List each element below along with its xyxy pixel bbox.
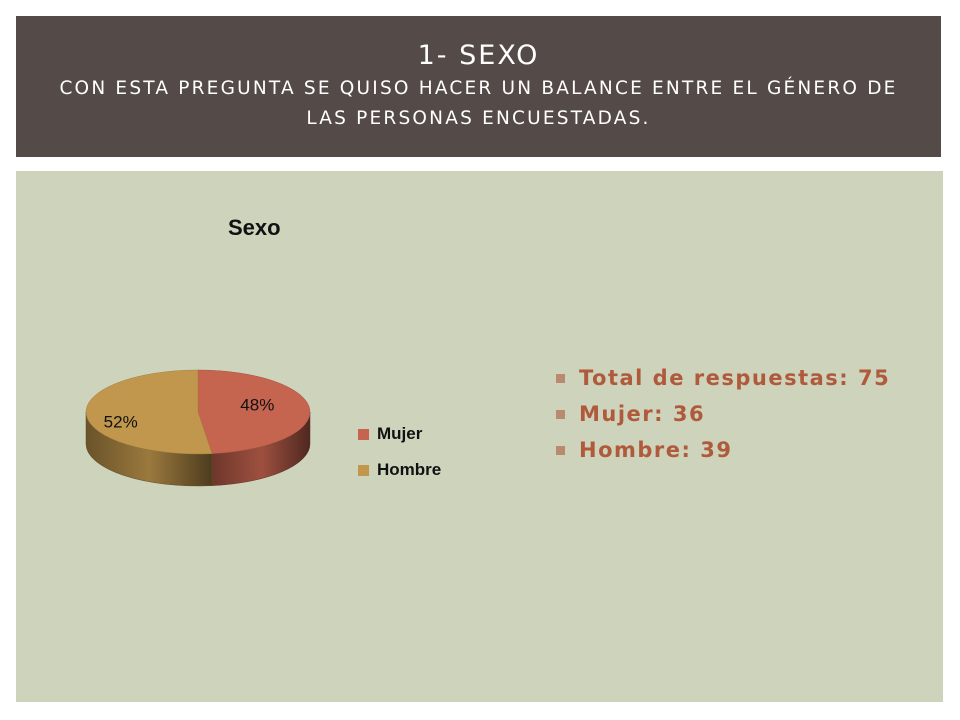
legend-label-hombre: Hombre: [377, 460, 442, 479]
bullet-mujer-text: Mujer: 36: [579, 402, 706, 426]
chart-title: Sexo: [228, 215, 281, 240]
pie-chart: 48% 52%: [85, 369, 311, 487]
summary-list: Total de respuestas: 75 Mujer: 36 Hombre…: [556, 360, 890, 468]
legend-label-mujer: Mujer: [377, 424, 423, 443]
pie-label-hombre: 52%: [104, 413, 138, 432]
bullet-mujer: Mujer: 36: [556, 396, 890, 432]
bullet-total-text: Total de respuestas: 75: [579, 366, 891, 390]
chart-legend: Mujer Hombre: [358, 416, 441, 488]
pie-label-mujer: 48%: [240, 395, 274, 414]
bullet-square-icon: [556, 373, 565, 383]
legend-swatch-mujer: [358, 428, 369, 440]
slide-subtitle: CON ESTA PREGUNTA SE QUISO HACER UN BALA…: [59, 77, 898, 129]
bullet-square-icon: [556, 409, 565, 419]
bullet-hombre: Hombre: 39: [556, 432, 890, 468]
legend-swatch-hombre: [358, 464, 369, 476]
pie-slice-hombre: [85, 369, 213, 455]
legend-item-hombre: Hombre: [358, 452, 441, 488]
pie-slice-mujer: [197, 369, 311, 454]
legend-item-mujer: Mujer: [358, 416, 441, 452]
bullet-hombre-text: Hombre: 39: [579, 438, 733, 462]
bullet-square-icon: [556, 445, 565, 455]
slide-header: 1- SEXO CON ESTA PREGUNTA SE QUISO HACER…: [16, 16, 941, 157]
slide-title: 1- SEXO: [417, 39, 540, 71]
bullet-total: Total de respuestas: 75: [556, 360, 890, 396]
